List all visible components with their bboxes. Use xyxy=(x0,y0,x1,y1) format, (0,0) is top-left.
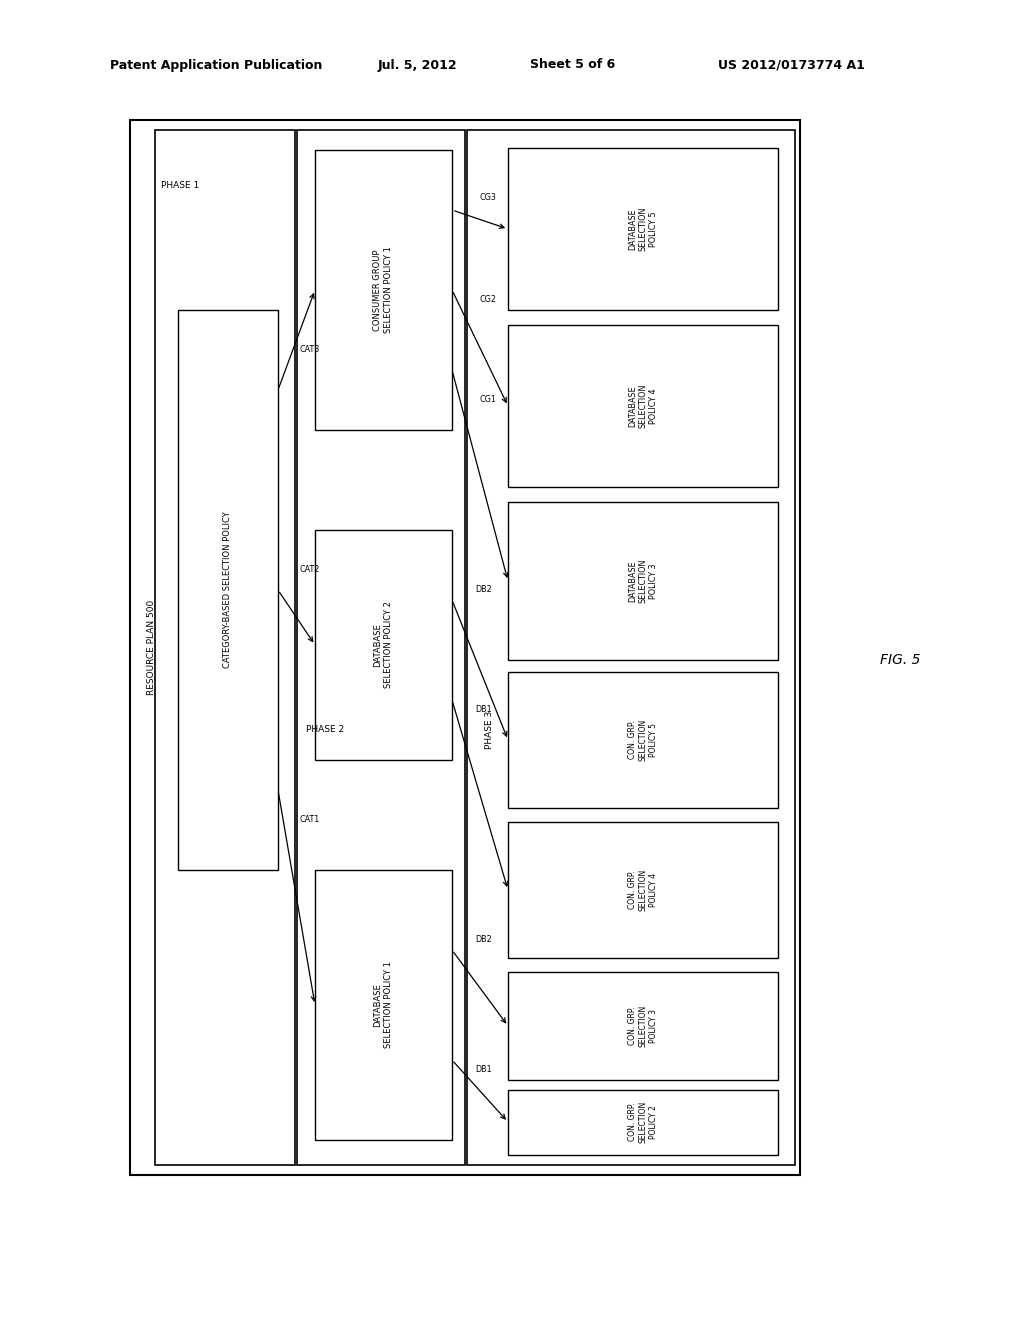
Text: PHASE 3: PHASE 3 xyxy=(484,711,494,750)
Bar xyxy=(508,325,778,487)
Text: RESOURCE PLAN 500: RESOURCE PLAN 500 xyxy=(147,599,157,694)
Text: DB2: DB2 xyxy=(475,586,492,594)
Text: CG3: CG3 xyxy=(480,194,497,202)
Text: DATABASE
SELECTION
POLICY 5: DATABASE SELECTION POLICY 5 xyxy=(628,207,657,251)
Text: DATABASE
SELECTION
POLICY 4: DATABASE SELECTION POLICY 4 xyxy=(628,384,657,428)
Bar xyxy=(155,129,295,1166)
Bar xyxy=(130,120,800,1175)
Text: CAT3: CAT3 xyxy=(300,346,321,355)
Text: CONSUMER GROUP
SELECTION POLICY 1: CONSUMER GROUP SELECTION POLICY 1 xyxy=(374,247,392,334)
Text: DB1: DB1 xyxy=(475,1065,492,1074)
Text: FIG. 5: FIG. 5 xyxy=(880,653,921,667)
Bar xyxy=(467,129,795,1166)
Text: DATABASE
SELECTION POLICY 2: DATABASE SELECTION POLICY 2 xyxy=(374,602,392,689)
Text: CON. GRP.
SELECTION
POLICY 5: CON. GRP. SELECTION POLICY 5 xyxy=(628,719,657,762)
Text: DATABASE
SELECTION POLICY 1: DATABASE SELECTION POLICY 1 xyxy=(374,961,392,1048)
Text: US 2012/0173774 A1: US 2012/0173774 A1 xyxy=(718,58,865,71)
Text: DATABASE
SELECTION
POLICY 3: DATABASE SELECTION POLICY 3 xyxy=(628,558,657,603)
Bar xyxy=(315,150,452,430)
Text: Jul. 5, 2012: Jul. 5, 2012 xyxy=(378,58,458,71)
Bar xyxy=(297,129,465,1166)
Text: CAT1: CAT1 xyxy=(300,816,321,825)
Text: PHASE 1: PHASE 1 xyxy=(161,181,199,190)
Text: CON. GRP.
SELECTION
POLICY 2: CON. GRP. SELECTION POLICY 2 xyxy=(628,1101,657,1143)
Bar xyxy=(508,672,778,808)
Text: DB1: DB1 xyxy=(475,705,492,714)
Bar xyxy=(508,148,778,310)
Text: CATEGORY-BASED SELECTION POLICY: CATEGORY-BASED SELECTION POLICY xyxy=(223,512,232,668)
Text: DB2: DB2 xyxy=(475,936,492,945)
Text: PHASE 2: PHASE 2 xyxy=(306,726,344,734)
Text: Patent Application Publication: Patent Application Publication xyxy=(110,58,323,71)
Bar xyxy=(178,310,278,870)
Text: Sheet 5 of 6: Sheet 5 of 6 xyxy=(530,58,615,71)
Bar xyxy=(315,870,452,1140)
Bar xyxy=(508,822,778,958)
Bar xyxy=(508,1090,778,1155)
Text: CON. GRP.
SELECTION
POLICY 3: CON. GRP. SELECTION POLICY 3 xyxy=(628,1005,657,1047)
Bar xyxy=(508,502,778,660)
Bar xyxy=(315,531,452,760)
Text: CG2: CG2 xyxy=(480,296,497,305)
Bar xyxy=(508,972,778,1080)
Text: CG1: CG1 xyxy=(480,396,497,404)
Text: CAT2: CAT2 xyxy=(300,565,321,574)
Text: CON. GRP.
SELECTION
POLICY 4: CON. GRP. SELECTION POLICY 4 xyxy=(628,869,657,911)
